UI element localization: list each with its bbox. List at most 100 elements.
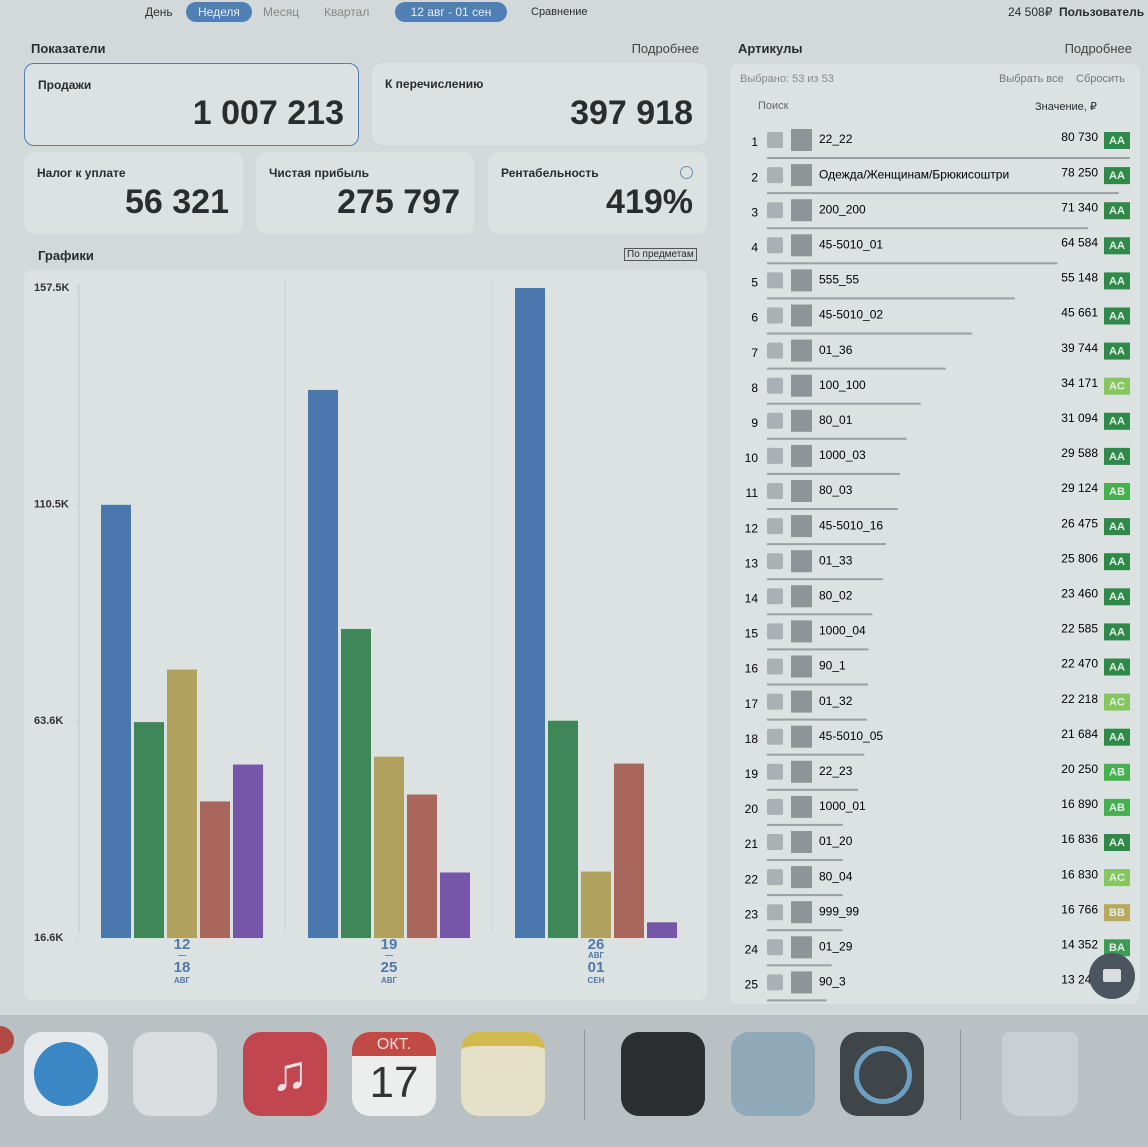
date-range[interactable]: 12 авг - 01 сен [395,2,507,22]
checkbox[interactable] [767,518,783,535]
checkbox[interactable] [767,834,783,850]
reset[interactable]: Сбросить [1076,73,1125,85]
article-value: 78 250 [1061,165,1098,179]
article-value: 64 584 [1061,235,1098,249]
checkbox[interactable] [767,869,783,886]
grade-badge [1104,202,1130,220]
search-input[interactable]: Поиск [758,100,789,112]
checkbox[interactable] [767,202,783,219]
value-bar [767,859,843,861]
grade-badge [1104,869,1130,887]
music-icon[interactable]: ♫ [243,1032,327,1116]
checkbox[interactable] [767,974,783,991]
checkbox[interactable] [767,798,783,815]
row-number: 4 [751,240,758,254]
checkbox[interactable] [767,939,783,956]
launchpad-icon[interactable] [133,1032,217,1116]
checkbox[interactable] [767,904,783,921]
grade-badge [1104,307,1130,325]
checkbox[interactable] [767,132,783,148]
metric-label: Чистая прибыль [269,166,369,180]
thumbnail [791,585,812,608]
checkbox[interactable] [767,377,783,394]
period-tab[interactable]: Квартал [324,5,370,19]
bar [647,922,677,938]
value-bar [767,367,946,370]
bar [341,628,371,938]
checkbox[interactable] [767,412,783,429]
article-name: 45-5010_05 [819,729,883,743]
article-name: 01_33 [819,553,853,567]
row-number: 16 [745,662,759,676]
article-name: 100_100 [819,378,866,392]
metric-card[interactable]: Рентабельность 419% [488,152,707,234]
metric-value: 397 918 [570,94,693,132]
period-tab[interactable]: День [145,5,173,19]
compare-button[interactable]: Сравнение [531,6,588,18]
grade-label: AA [1109,521,1125,533]
period-tab[interactable]: Месяц [263,5,300,19]
checkbox[interactable] [767,623,783,640]
badge [0,1026,14,1054]
grade-badge [1104,483,1130,500]
figma-icon[interactable] [621,1032,705,1116]
value-bar [767,192,1119,195]
bar [440,872,470,938]
thumbnail [791,550,812,573]
quicktime-icon[interactable] [840,1032,924,1116]
thumbnail [791,164,812,187]
checkbox[interactable] [767,658,783,675]
article-value: 29 124 [1061,481,1098,495]
article-name: 200_200 [819,202,866,216]
user-name[interactable]: Пользователь [1059,5,1145,19]
bar [167,669,197,938]
article-value: 22 585 [1061,622,1098,636]
preview-icon[interactable] [731,1032,815,1116]
value-bar [767,297,1015,300]
metric-card[interactable]: Налог к уплате 56 321 [24,152,243,234]
grade-label: AA [1109,135,1125,147]
value-bar [767,683,869,686]
checkbox[interactable] [767,237,783,254]
checkbox[interactable] [767,483,783,499]
metric-card[interactable]: К перечислению 397 918 [372,63,707,145]
checkbox[interactable] [767,272,783,289]
row-number: 6 [751,311,758,325]
checkbox[interactable] [767,728,783,745]
grade-label: AB [1109,486,1125,498]
info-icon[interactable] [680,166,693,179]
article-name: 01_20 [819,834,853,848]
x-tick-label: 12 [174,936,191,953]
checkbox[interactable] [767,342,783,359]
checkbox[interactable] [767,553,783,570]
row-number: 9 [751,416,758,430]
checkbox[interactable] [767,447,783,464]
metric-card[interactable]: Чистая прибыль 275 797 [256,152,474,234]
safari-icon[interactable] [24,1032,108,1116]
checkbox[interactable] [767,307,783,324]
notes-icon[interactable] [461,1032,545,1116]
checkbox[interactable] [767,693,783,710]
article-name: 80_02 [819,588,853,602]
more-link[interactable]: Подробнее [1064,41,1132,56]
checkbox[interactable] [767,588,783,605]
trash-icon[interactable] [1002,1032,1078,1116]
grade-badge [1104,518,1130,536]
checkbox[interactable] [767,167,783,184]
more-link[interactable]: Подробнее [631,41,699,56]
checkbox[interactable] [767,763,783,780]
grade-badge [1104,167,1130,185]
x-tick-label: 25 [381,959,398,976]
thumbnail [791,620,812,643]
thumbnail [791,936,812,959]
metric-card[interactable]: Продажи 1 007 213 [24,63,359,146]
bar [200,801,230,938]
calendar-icon[interactable]: ОКТ. 17 [352,1032,436,1116]
grade-label: AB [1109,802,1125,814]
grouping-select[interactable]: По предметам [624,248,697,261]
period-tab[interactable]: Неделя [186,2,252,22]
mail-button[interactable] [1089,953,1135,999]
select-all[interactable]: Выбрать все [999,73,1064,85]
calendar-month: ОКТ. [352,1032,436,1056]
